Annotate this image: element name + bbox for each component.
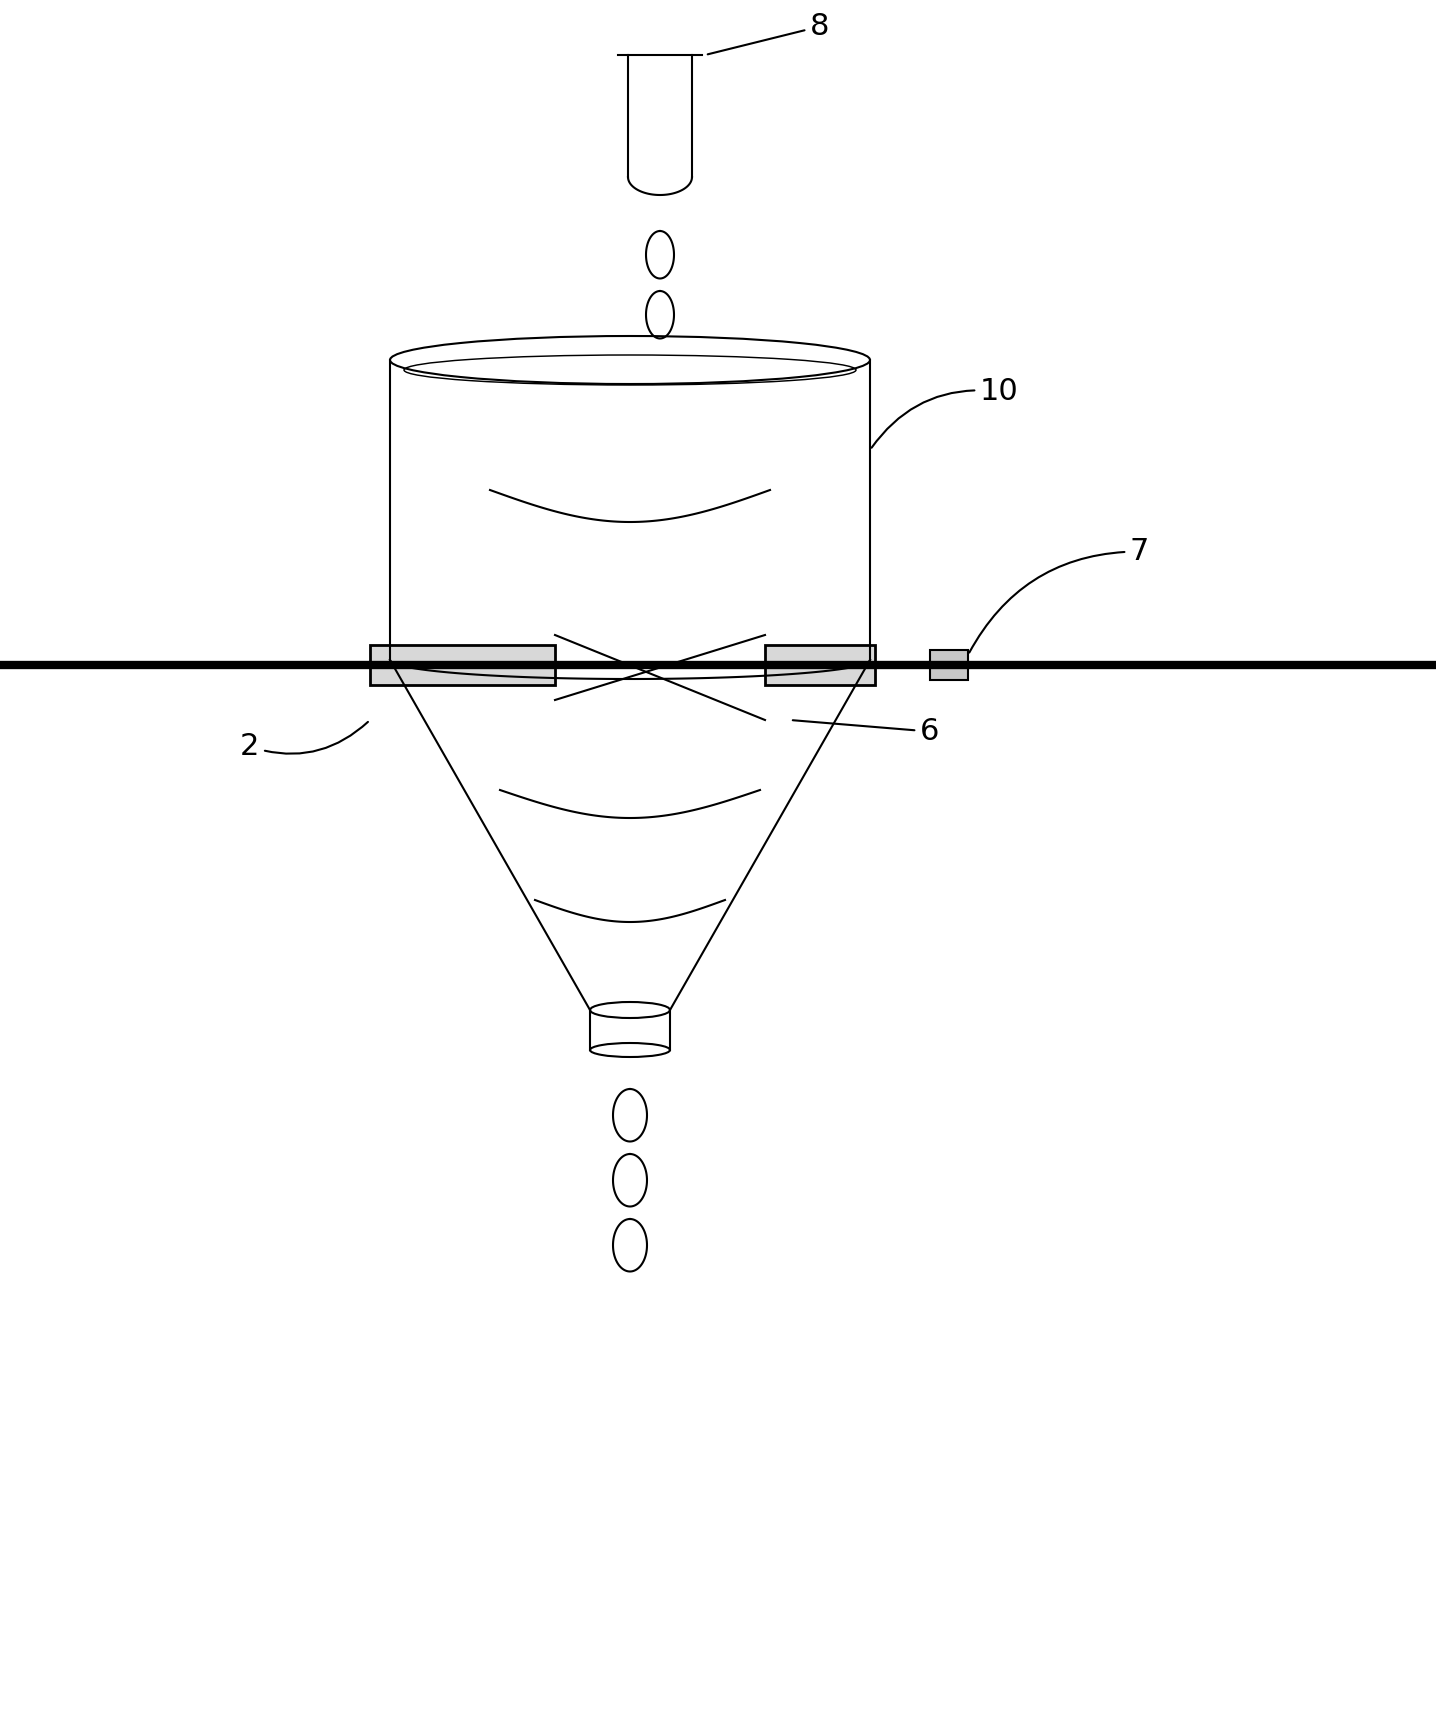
Text: 6: 6	[793, 718, 939, 747]
Text: 7: 7	[969, 537, 1149, 653]
Bar	[931, 649, 968, 680]
Bar	[370, 644, 554, 685]
Text: 10: 10	[872, 378, 1018, 448]
Text: 8: 8	[708, 12, 830, 55]
Text: 2: 2	[240, 721, 368, 761]
Bar	[765, 644, 875, 685]
